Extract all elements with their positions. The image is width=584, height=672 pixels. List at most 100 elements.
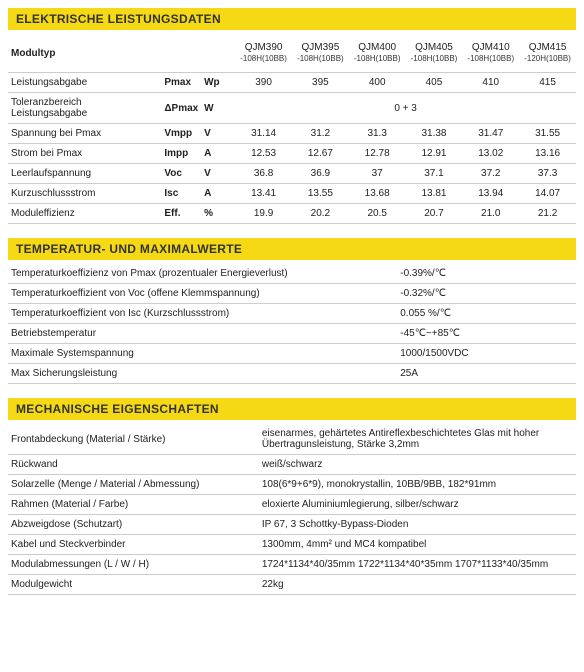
table-row: Max Sicherungsleistung25A	[8, 364, 576, 384]
table-row: Kurzuschlussstrom Isc A 13.41 13.55 13.6…	[8, 184, 576, 204]
table-row: Temperaturkoeffizient von Voc (offene Kl…	[8, 284, 576, 304]
row-symbol: Isc	[161, 184, 201, 204]
row-unit: W	[201, 93, 235, 124]
row-value: 31.3	[349, 124, 406, 144]
table-row: Toleranzbereich Leistungsabgabe ΔPmax W …	[8, 93, 576, 124]
table-row: Abzweigdose (Schutzart)IP 67, 3 Schottky…	[8, 515, 576, 535]
row-symbol: Pmax	[161, 73, 201, 93]
modultyp-label: Modultyp	[8, 34, 161, 73]
row-value: 13.81	[406, 184, 463, 204]
model-2: QJM400-108H(10BB)	[349, 34, 406, 73]
table-row: Leistungsabgabe Pmax Wp 390 395 400 405 …	[8, 73, 576, 93]
row-value: 31.14	[235, 124, 292, 144]
row-label: Leerlaufspannung	[8, 164, 161, 184]
thermal-table: Temperaturkoeffizienz von Pmax (prozentu…	[8, 264, 576, 384]
table-row: Kabel und Steckverbinder1300mm, 4mm² und…	[8, 535, 576, 555]
table-row: Rahmen (Material / Farbe)eloxierte Alumi…	[8, 495, 576, 515]
row-value: 13.16	[519, 144, 576, 164]
model-3: QJM405-108H(10BB)	[406, 34, 463, 73]
table-row: Solarzelle (Menge / Material / Abmessung…	[8, 475, 576, 495]
row-value: 19.9	[235, 204, 292, 224]
row-value: 13.55	[292, 184, 349, 204]
row-value: 31.2	[292, 124, 349, 144]
row-value: 37.1	[406, 164, 463, 184]
row-label: Temperaturkoeffizienz von Pmax (prozentu…	[8, 264, 394, 284]
row-value: 405	[406, 73, 463, 93]
row-value: 395	[292, 73, 349, 93]
row-value: 36.8	[235, 164, 292, 184]
row-value: 12.91	[406, 144, 463, 164]
row-unit: V	[201, 164, 235, 184]
row-label: Strom bei Pmax	[8, 144, 161, 164]
section-header-electrical: ELEKTRISCHE LEISTUNGSDATEN	[8, 8, 576, 30]
row-value: -45℃~+85℃	[394, 324, 576, 344]
row-value: 20.7	[406, 204, 463, 224]
row-value: 20.2	[292, 204, 349, 224]
row-span-value: 0 + 3	[235, 93, 576, 124]
mechanical-table: Frontabdeckung (Material / Stärke)eisena…	[8, 424, 576, 595]
row-value: 25A	[394, 364, 576, 384]
row-value: eisenarmes, gehärtetes Antireflexbeschic…	[256, 424, 576, 455]
section-header-thermal: TEMPERATUR- UND MAXIMALWERTE	[8, 238, 576, 260]
table-row: Frontabdeckung (Material / Stärke)eisena…	[8, 424, 576, 455]
row-value: 1300mm, 4mm² und MC4 kompatibel	[256, 535, 576, 555]
row-value: 14.07	[519, 184, 576, 204]
row-symbol: Eff.	[161, 204, 201, 224]
table-row: Maximale Systemspannung1000/1500VDC	[8, 344, 576, 364]
row-label: Modulabmessungen (L / W / H)	[8, 555, 256, 575]
row-label: Kabel und Steckverbinder	[8, 535, 256, 555]
row-unit: %	[201, 204, 235, 224]
table-row: Spannung bei Pmax Vmpp V 31.14 31.2 31.3…	[8, 124, 576, 144]
row-value: 13.02	[462, 144, 519, 164]
row-value: 390	[235, 73, 292, 93]
electrical-table: Modultyp QJM390-108H(10BB) QJM395-108H(1…	[8, 34, 576, 224]
row-value: 1000/1500VDC	[394, 344, 576, 364]
row-value: 12.67	[292, 144, 349, 164]
row-unit: A	[201, 184, 235, 204]
row-value: 31.47	[462, 124, 519, 144]
row-label: Moduleffizienz	[8, 204, 161, 224]
row-value: weiß/schwarz	[256, 455, 576, 475]
row-value: 12.78	[349, 144, 406, 164]
row-value: 410	[462, 73, 519, 93]
row-label: Rahmen (Material / Farbe)	[8, 495, 256, 515]
row-label: Temperaturkoeffizient von Voc (offene Kl…	[8, 284, 394, 304]
row-value: eloxierte Aluminiumlegierung, silber/sch…	[256, 495, 576, 515]
row-symbol: Impp	[161, 144, 201, 164]
row-value: 400	[349, 73, 406, 93]
row-label: Modulgewicht	[8, 575, 256, 595]
table-row: Leerlaufspannung Voc V 36.8 36.9 37 37.1…	[8, 164, 576, 184]
table-row: Temperaturkoeffizient von Isc (Kurzschlu…	[8, 304, 576, 324]
row-value: 20.5	[349, 204, 406, 224]
section-header-mechanical: MECHANISCHE EIGENSCHAFTEN	[8, 398, 576, 420]
row-symbol: Voc	[161, 164, 201, 184]
row-unit: Wp	[201, 73, 235, 93]
row-label: Temperaturkoeffizient von Isc (Kurzschlu…	[8, 304, 394, 324]
row-label: Rückwand	[8, 455, 256, 475]
row-value: 13.68	[349, 184, 406, 204]
table-row: Betriebstemperatur-45℃~+85℃	[8, 324, 576, 344]
row-label: Betriebstemperatur	[8, 324, 394, 344]
row-unit: V	[201, 124, 235, 144]
row-label: Solarzelle (Menge / Material / Abmessung…	[8, 475, 256, 495]
model-0: QJM390-108H(10BB)	[235, 34, 292, 73]
row-value: 37.3	[519, 164, 576, 184]
row-label: Frontabdeckung (Material / Stärke)	[8, 424, 256, 455]
row-value: 13.94	[462, 184, 519, 204]
row-label: Maximale Systemspannung	[8, 344, 394, 364]
row-value: 21.2	[519, 204, 576, 224]
model-5: QJM415-120H(10BB)	[519, 34, 576, 73]
model-4: QJM410-108H(10BB)	[462, 34, 519, 73]
table-row: Temperaturkoeffizienz von Pmax (prozentu…	[8, 264, 576, 284]
row-unit: A	[201, 144, 235, 164]
row-label: Max Sicherungsleistung	[8, 364, 394, 384]
table-row: Strom bei Pmax Impp A 12.53 12.67 12.78 …	[8, 144, 576, 164]
row-value: 1724*1134*40/35mm 1722*1134*40*35mm 1707…	[256, 555, 576, 575]
row-label: Kurzuschlussstrom	[8, 184, 161, 204]
row-value: 31.55	[519, 124, 576, 144]
row-value: 0.055 %/℃	[394, 304, 576, 324]
row-label: Spannung bei Pmax	[8, 124, 161, 144]
table-row: Modulabmessungen (L / W / H)1724*1134*40…	[8, 555, 576, 575]
row-symbol: ΔPmax	[161, 93, 201, 124]
table-row: Moduleffizienz Eff. % 19.9 20.2 20.5 20.…	[8, 204, 576, 224]
